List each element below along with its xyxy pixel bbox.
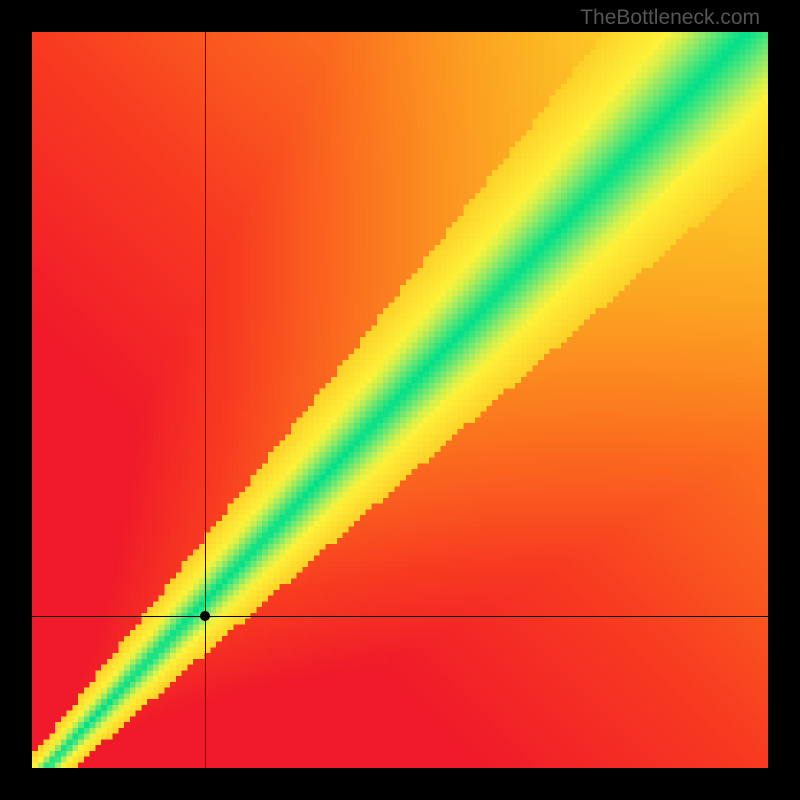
crosshair-horizontal (32, 616, 768, 617)
data-marker (200, 611, 210, 621)
watermark: TheBottleneck.com (580, 6, 760, 30)
plot-area (32, 32, 768, 768)
heatmap-canvas (32, 32, 768, 768)
crosshair-vertical (205, 32, 206, 768)
